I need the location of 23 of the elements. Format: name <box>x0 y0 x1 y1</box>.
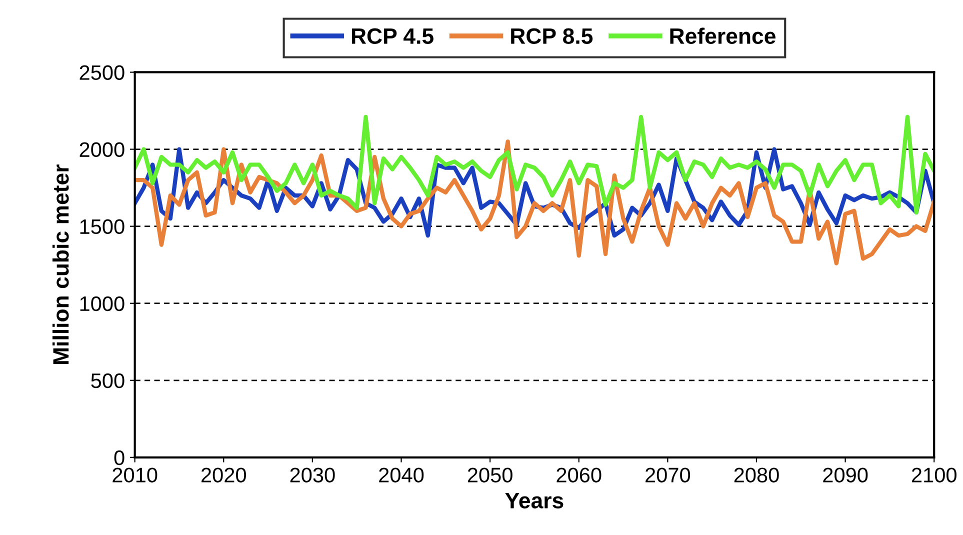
legend-label: RCP 4.5 <box>352 28 434 44</box>
y-axis-title: Million cubic meter <box>52 164 69 364</box>
legend-label: Reference <box>670 28 776 44</box>
y-tick-label: 2500 <box>80 65 124 80</box>
line-series <box>134 114 934 215</box>
x-tick-label: 2090 <box>823 468 868 482</box>
x-tick-label: 2100 <box>912 468 956 482</box>
y-tick-label: 500 <box>91 373 124 388</box>
line-series <box>134 139 934 266</box>
x-tick-label: 2050 <box>468 468 512 482</box>
x-axis-title: Years <box>505 492 564 508</box>
x-tick-label: 2030 <box>290 468 335 482</box>
y-tick-label: 1000 <box>80 296 124 312</box>
x-tick-label: 2080 <box>734 468 779 482</box>
y-tick-label: 1500 <box>80 219 124 234</box>
legend-label: RCP 8.5 <box>511 28 593 44</box>
x-tick-label: 2020 <box>202 468 246 482</box>
x-tick-label: 2010 <box>112 468 158 482</box>
x-tick-label: 2070 <box>646 468 690 482</box>
x-tick-label: 2060 <box>556 468 602 482</box>
y-tick-label: 0 <box>114 450 124 466</box>
y-tick-label: 2000 <box>80 142 124 158</box>
x-tick-label: 2040 <box>379 468 424 482</box>
